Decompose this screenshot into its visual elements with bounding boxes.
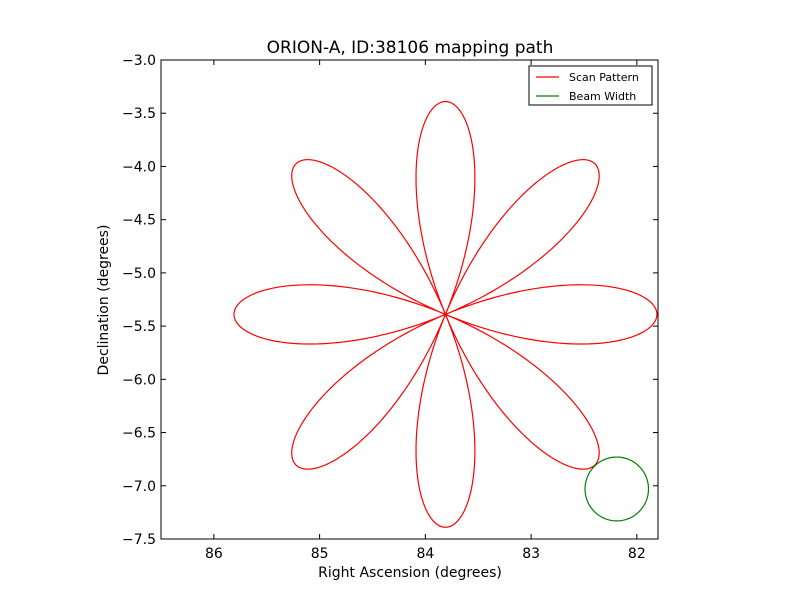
legend-entry: Beam Width <box>569 90 636 103</box>
x-tick-label: 82 <box>628 546 646 562</box>
plot-area <box>233 100 658 528</box>
legend: Scan Pattern Beam Width <box>528 65 653 106</box>
series-scan-pattern-line <box>233 100 658 528</box>
plot-frame <box>160 59 659 540</box>
x-tick-label: 84 <box>416 546 434 562</box>
y-tick-label: −3.0 <box>122 53 156 69</box>
legend-entry: Scan Pattern <box>569 71 639 84</box>
y-axis-label: Declination (degrees) <box>96 225 112 376</box>
series-beam-width-line <box>584 456 650 522</box>
y-tick-label: −6.0 <box>122 372 156 388</box>
y-tick-label: −7.0 <box>122 479 156 495</box>
x-tick-label: 86 <box>205 546 223 562</box>
y-tick-label: −7.5 <box>122 532 156 548</box>
y-tick-label: −5.5 <box>122 319 156 335</box>
y-tick-label: −6.5 <box>122 426 156 442</box>
x-axis-label: Right Ascension (degrees) <box>318 565 502 581</box>
y-tick-label: −4.0 <box>122 159 156 175</box>
x-axis: 86 85 84 83 82 <box>205 60 646 562</box>
y-axis: −3.0 −3.5 −4.0 −4.5 −5.0 −5.5 −6.0 −6.5 −7.0 −7.5 <box>122 53 658 548</box>
legend-box <box>528 65 653 106</box>
x-tick-label: 83 <box>522 546 540 562</box>
chart-title: ORION-A, ID:38106 mapping path <box>267 38 554 58</box>
x-tick-label: 85 <box>311 546 329 562</box>
y-tick-label: −4.5 <box>122 213 156 229</box>
y-tick-label: −3.5 <box>122 106 156 122</box>
y-tick-label: −5.0 <box>122 266 156 282</box>
